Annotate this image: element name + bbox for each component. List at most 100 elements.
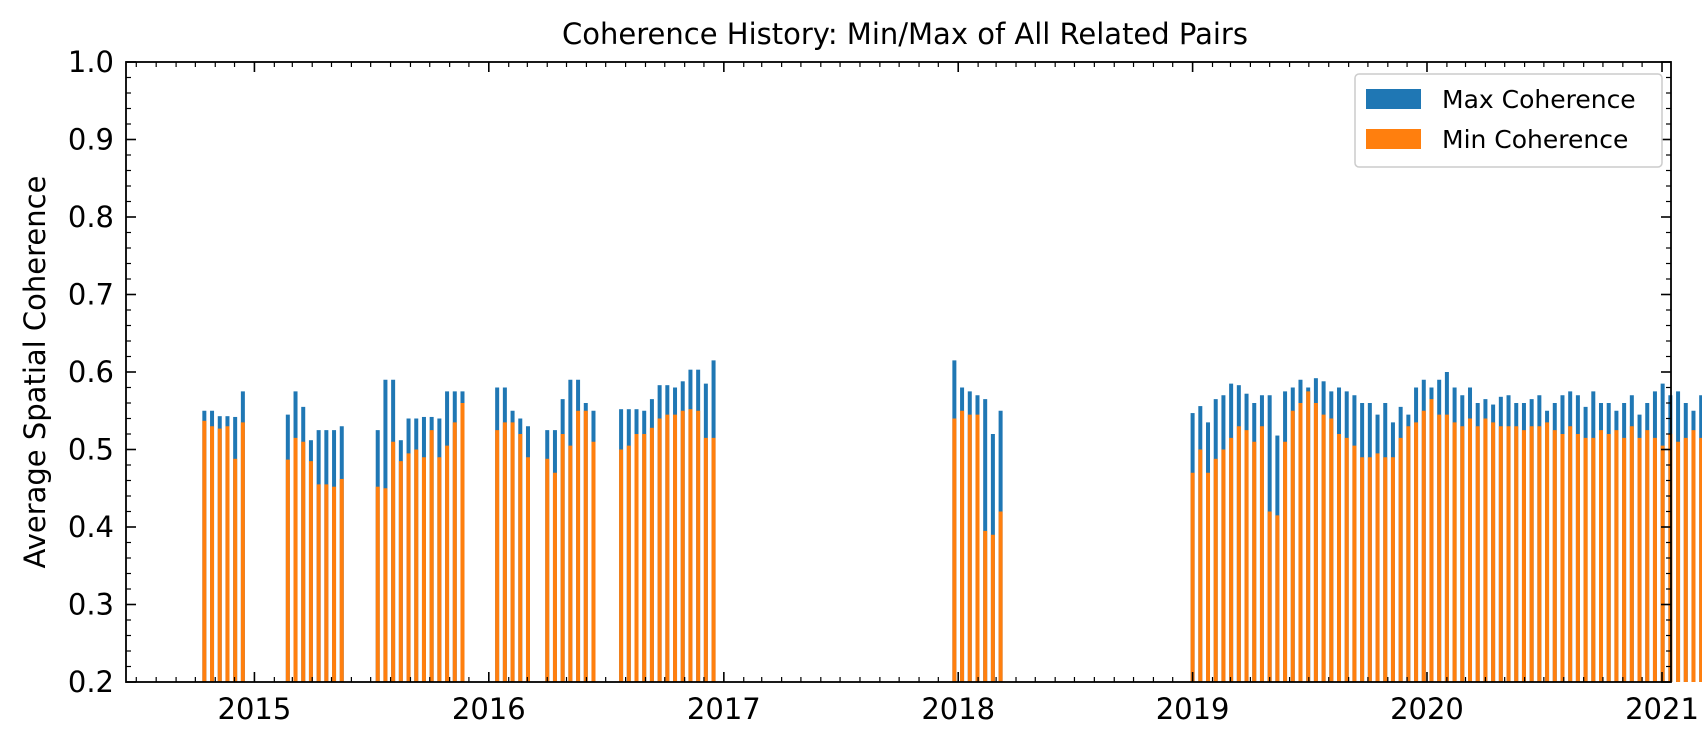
axis-ticks: 0.2 0.3 0.4 0.5 0.6 0.7 0.8 0.9 1.0 2015 2016 2017 2… <box>68 45 1699 726</box>
min-coherence-bar <box>1229 437 1234 682</box>
min-coherence-bar <box>1652 437 1657 682</box>
min-coherence-bar <box>406 453 411 682</box>
y-tick-label: 1.0 <box>68 45 114 79</box>
min-coherence-bar <box>1498 426 1503 682</box>
min-coherence-bar <box>998 511 1003 682</box>
legend-max-label: Max Coherence <box>1442 85 1636 114</box>
min-coherence-bar <box>552 472 557 682</box>
min-coherence-bar <box>626 445 631 682</box>
y-tick-label: 0.4 <box>68 510 114 544</box>
min-coherence-bar <box>202 420 207 682</box>
min-coherence-bar <box>1367 457 1372 682</box>
min-coherence-bar <box>421 457 426 682</box>
min-coherence-bar <box>339 478 344 682</box>
min-coherence-bar <box>1221 449 1226 682</box>
min-coherence-bar <box>1259 426 1264 682</box>
min-coherence-bar <box>414 449 419 682</box>
min-coherence-bar <box>983 530 988 682</box>
min-coherence-bar <box>1521 430 1526 682</box>
min-coherence-bar <box>301 441 306 682</box>
min-coherence-bar <box>1275 515 1280 682</box>
x-tick-label: 2018 <box>921 692 995 726</box>
min-coherence-bar <box>1506 426 1511 682</box>
x-tick-label: 2015 <box>218 692 292 726</box>
min-coherence-bar <box>460 403 465 682</box>
x-tick-label: 2021 <box>1625 692 1699 726</box>
min-coherence-bar <box>1622 437 1627 682</box>
min-coherence-bar <box>688 409 693 682</box>
min-coherence-bar <box>665 414 670 682</box>
min-coherence-bar <box>495 430 500 682</box>
min-coherence-bar <box>1599 430 1604 682</box>
min-coherence-bar <box>696 410 701 682</box>
min-coherence-bar <box>1206 472 1211 682</box>
min-coherence-bar <box>225 426 230 682</box>
min-coherence-bar <box>1699 437 1702 682</box>
min-coherence-bar <box>1414 422 1419 682</box>
min-coherence-bar <box>649 427 654 682</box>
min-coherence-bar <box>1190 472 1195 682</box>
min-coherence-bar <box>1660 445 1665 682</box>
min-coherence-bar <box>1283 441 1288 682</box>
min-coherence-bar <box>545 458 550 682</box>
min-coherence-bar <box>1321 414 1326 682</box>
x-tick-label: 2020 <box>1390 692 1464 726</box>
min-coherence-bar <box>576 410 581 682</box>
y-axis-label: Average Spatial Coherence <box>18 176 52 569</box>
min-coherence-bar <box>1213 458 1218 682</box>
min-coherence-bar <box>1437 414 1442 682</box>
min-coherence-bar <box>1352 445 1357 682</box>
min-coherence-bar <box>437 457 442 682</box>
min-coherence-bar <box>1313 403 1318 682</box>
min-coherence-bar <box>1529 426 1534 682</box>
min-coherence-bar <box>445 445 450 682</box>
min-coherence-bar <box>591 441 596 682</box>
y-tick-label: 0.8 <box>68 200 114 234</box>
min-coherence-bar <box>1637 437 1642 682</box>
min-coherence-bar <box>634 434 639 682</box>
min-coherence-bar <box>1683 437 1688 682</box>
min-coherence-bar <box>657 418 662 682</box>
min-coherence-bar <box>1344 437 1349 682</box>
min-coherence-bar <box>1475 426 1480 682</box>
min-coherence-bar <box>1398 437 1403 682</box>
min-coherence-bar <box>1452 422 1457 682</box>
min-coherence-bar <box>391 441 396 682</box>
min-coherence-bar <box>1298 403 1303 682</box>
legend-max-swatch <box>1366 89 1421 109</box>
legend-min-label: Min Coherence <box>1442 125 1628 154</box>
min-coherence-bar <box>673 414 678 682</box>
y-tick-label: 0.2 <box>68 665 114 699</box>
min-coherence-bar <box>952 418 957 682</box>
bars-group <box>202 360 1702 682</box>
min-coherence-bar <box>1460 426 1465 682</box>
min-coherence-bar <box>990 534 995 682</box>
min-coherence-bar <box>1329 418 1334 682</box>
chart-title: Coherence History: Min/Max of All Relate… <box>562 17 1248 51</box>
min-coherence-bar <box>217 428 222 682</box>
min-coherence-bar <box>1583 437 1588 682</box>
min-coherence-bar <box>233 458 238 682</box>
min-coherence-bar <box>1198 449 1203 682</box>
min-coherence-bar <box>680 410 685 682</box>
min-coherence-bar <box>452 422 457 682</box>
min-coherence-bar <box>1360 457 1365 682</box>
x-tick-label: 2016 <box>452 692 526 726</box>
min-coherence-bar <box>1591 437 1596 682</box>
min-coherence-bar <box>583 410 588 682</box>
min-coherence-bar <box>375 486 380 682</box>
min-coherence-bar <box>1244 430 1249 682</box>
min-coherence-bar <box>1306 391 1311 682</box>
min-coherence-bar <box>1429 399 1434 682</box>
min-coherence-bar <box>429 430 434 682</box>
x-tick-label: 2017 <box>687 692 761 726</box>
y-tick-label: 0.3 <box>68 588 114 622</box>
legend: Max Coherence Min Coherence <box>1354 73 1663 168</box>
min-coherence-bar <box>1676 441 1681 682</box>
min-coherence-bar <box>1236 426 1241 682</box>
min-coherence-bar <box>293 437 298 682</box>
y-tick-label: 0.7 <box>68 278 114 312</box>
min-coherence-bar <box>1406 426 1411 682</box>
min-coherence-bar <box>1691 430 1696 682</box>
